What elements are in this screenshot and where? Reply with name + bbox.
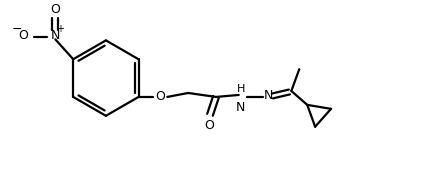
Text: N: N — [51, 29, 60, 42]
Text: +: + — [57, 24, 64, 35]
Text: O: O — [204, 119, 214, 132]
Text: −: − — [11, 23, 22, 36]
Text: O: O — [19, 29, 28, 42]
Text: N: N — [264, 90, 273, 103]
Text: H: H — [237, 84, 245, 94]
Text: O: O — [50, 3, 60, 16]
Text: N: N — [236, 101, 245, 114]
Text: O: O — [155, 90, 165, 103]
